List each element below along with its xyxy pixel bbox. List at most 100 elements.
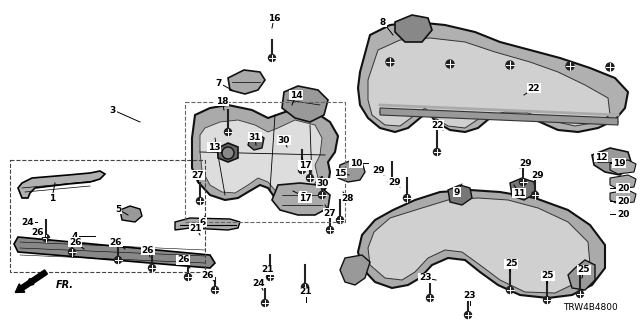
Text: 20: 20 xyxy=(617,210,629,219)
Circle shape xyxy=(606,63,614,71)
Text: TRW4B4800: TRW4B4800 xyxy=(563,303,618,312)
Polygon shape xyxy=(592,148,632,175)
Circle shape xyxy=(148,265,156,271)
Text: 1: 1 xyxy=(49,194,55,203)
Circle shape xyxy=(520,179,527,186)
Circle shape xyxy=(266,274,273,281)
Circle shape xyxy=(115,257,122,263)
Polygon shape xyxy=(358,190,605,298)
Text: 27: 27 xyxy=(324,209,336,218)
Circle shape xyxy=(403,195,410,202)
Polygon shape xyxy=(510,178,536,200)
Polygon shape xyxy=(358,22,628,132)
Text: 21: 21 xyxy=(300,287,312,297)
Text: 11: 11 xyxy=(513,188,525,197)
Polygon shape xyxy=(448,185,472,205)
Text: 4: 4 xyxy=(72,231,78,241)
Text: 14: 14 xyxy=(290,91,302,100)
Text: 20: 20 xyxy=(617,183,629,193)
Text: 12: 12 xyxy=(595,153,607,162)
Text: 28: 28 xyxy=(342,194,355,203)
Text: 26: 26 xyxy=(68,237,81,246)
Text: 24: 24 xyxy=(22,218,35,227)
Circle shape xyxy=(222,147,234,159)
Polygon shape xyxy=(368,198,590,293)
Polygon shape xyxy=(395,15,432,42)
Text: 19: 19 xyxy=(612,158,625,167)
Text: 21: 21 xyxy=(189,223,202,233)
Text: 25: 25 xyxy=(541,271,554,281)
Text: 17: 17 xyxy=(299,161,311,170)
Polygon shape xyxy=(610,190,636,204)
Circle shape xyxy=(465,311,472,318)
Text: 20: 20 xyxy=(617,196,629,205)
Polygon shape xyxy=(340,255,370,285)
Circle shape xyxy=(225,129,232,135)
Polygon shape xyxy=(120,206,142,222)
Polygon shape xyxy=(228,70,265,94)
Circle shape xyxy=(326,227,333,234)
Text: 25: 25 xyxy=(505,260,517,268)
Text: 21: 21 xyxy=(260,266,273,275)
Text: 7: 7 xyxy=(216,78,222,87)
Circle shape xyxy=(42,235,49,242)
Circle shape xyxy=(196,197,204,204)
Text: 15: 15 xyxy=(333,169,346,178)
Text: 27: 27 xyxy=(192,171,204,180)
Text: 26: 26 xyxy=(32,228,44,236)
Circle shape xyxy=(577,291,584,298)
Polygon shape xyxy=(218,143,238,162)
Text: 31: 31 xyxy=(249,132,261,141)
Polygon shape xyxy=(200,120,322,198)
Bar xyxy=(10,160,205,272)
Polygon shape xyxy=(14,237,215,268)
Circle shape xyxy=(543,297,550,303)
Polygon shape xyxy=(175,218,240,230)
Text: 22: 22 xyxy=(528,84,540,92)
Circle shape xyxy=(433,148,440,156)
Text: 26: 26 xyxy=(177,255,189,265)
Polygon shape xyxy=(368,38,610,128)
Text: 6: 6 xyxy=(200,218,206,227)
Circle shape xyxy=(446,60,454,68)
Text: 13: 13 xyxy=(208,142,220,151)
Polygon shape xyxy=(282,86,328,122)
Text: 17: 17 xyxy=(299,194,311,203)
Text: 18: 18 xyxy=(216,97,228,106)
Text: 23: 23 xyxy=(419,274,431,283)
Circle shape xyxy=(269,54,275,61)
Circle shape xyxy=(211,286,218,293)
Text: 16: 16 xyxy=(268,13,280,22)
Circle shape xyxy=(184,274,191,281)
Text: 10: 10 xyxy=(350,158,362,167)
Circle shape xyxy=(319,191,326,198)
Circle shape xyxy=(388,179,396,186)
FancyArrow shape xyxy=(15,270,47,292)
Text: 29: 29 xyxy=(372,165,385,174)
Text: 9: 9 xyxy=(454,188,460,196)
Polygon shape xyxy=(192,105,338,205)
Text: 26: 26 xyxy=(202,270,214,279)
Bar xyxy=(185,102,345,222)
Text: FR.: FR. xyxy=(56,280,74,290)
Circle shape xyxy=(262,300,269,307)
Polygon shape xyxy=(248,134,264,150)
Circle shape xyxy=(337,217,344,223)
Polygon shape xyxy=(380,108,618,125)
Text: 29: 29 xyxy=(520,158,532,167)
Text: 2: 2 xyxy=(300,191,306,201)
Circle shape xyxy=(386,58,394,66)
Circle shape xyxy=(426,294,433,301)
Text: 26: 26 xyxy=(109,237,122,246)
Text: 30: 30 xyxy=(317,179,329,188)
Text: 3: 3 xyxy=(110,106,116,115)
Polygon shape xyxy=(610,175,636,189)
Text: 24: 24 xyxy=(253,278,266,287)
Circle shape xyxy=(506,286,513,293)
Text: 8: 8 xyxy=(380,18,386,27)
Text: 25: 25 xyxy=(578,266,590,275)
Circle shape xyxy=(307,174,314,181)
Polygon shape xyxy=(568,260,595,290)
Polygon shape xyxy=(272,183,330,215)
Text: 22: 22 xyxy=(431,121,444,130)
